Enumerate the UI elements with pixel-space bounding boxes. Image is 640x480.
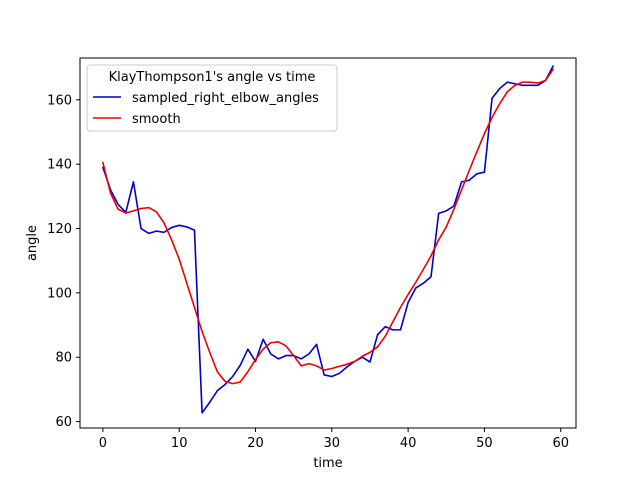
- y-tick-label: 80: [55, 351, 72, 366]
- y-tick-label: 120: [47, 222, 72, 237]
- legend-title: KlayThompson1's angle vs time: [109, 70, 316, 85]
- legend-box: [86, 64, 338, 132]
- y-tick-label: 100: [47, 286, 72, 301]
- x-tick-label: 0: [99, 436, 107, 451]
- series-layer: [102, 65, 554, 414]
- x-tick-label: 50: [476, 436, 493, 451]
- legend-entry-smooth: smooth: [132, 112, 181, 127]
- legend: KlayThompson1's angle vs time sampled_ri…: [86, 64, 338, 132]
- x-tick-label: 40: [400, 436, 417, 451]
- x-axis-label: time: [313, 456, 342, 471]
- legend-entry-sampled-right-elbow-angles: sampled_right_elbow_angles: [132, 91, 319, 106]
- x-axis-ticks: 0 10 20 30 40 50 60: [99, 428, 569, 451]
- series-line-smooth: [102, 68, 554, 385]
- y-axis-ticks: 60 80 100 120 140 160: [47, 93, 80, 430]
- y-tick-label: 60: [55, 415, 72, 430]
- series-line-sampled-right-elbow-angles: [102, 65, 554, 414]
- y-axis-label: angle: [25, 225, 40, 261]
- x-tick-label: 10: [171, 436, 188, 451]
- x-tick-label: 20: [247, 436, 264, 451]
- y-tick-label: 160: [47, 93, 72, 108]
- x-tick-label: 60: [552, 436, 569, 451]
- x-tick-label: 30: [324, 436, 341, 451]
- y-tick-label: 140: [47, 158, 72, 173]
- plot-frame: [79, 57, 577, 429]
